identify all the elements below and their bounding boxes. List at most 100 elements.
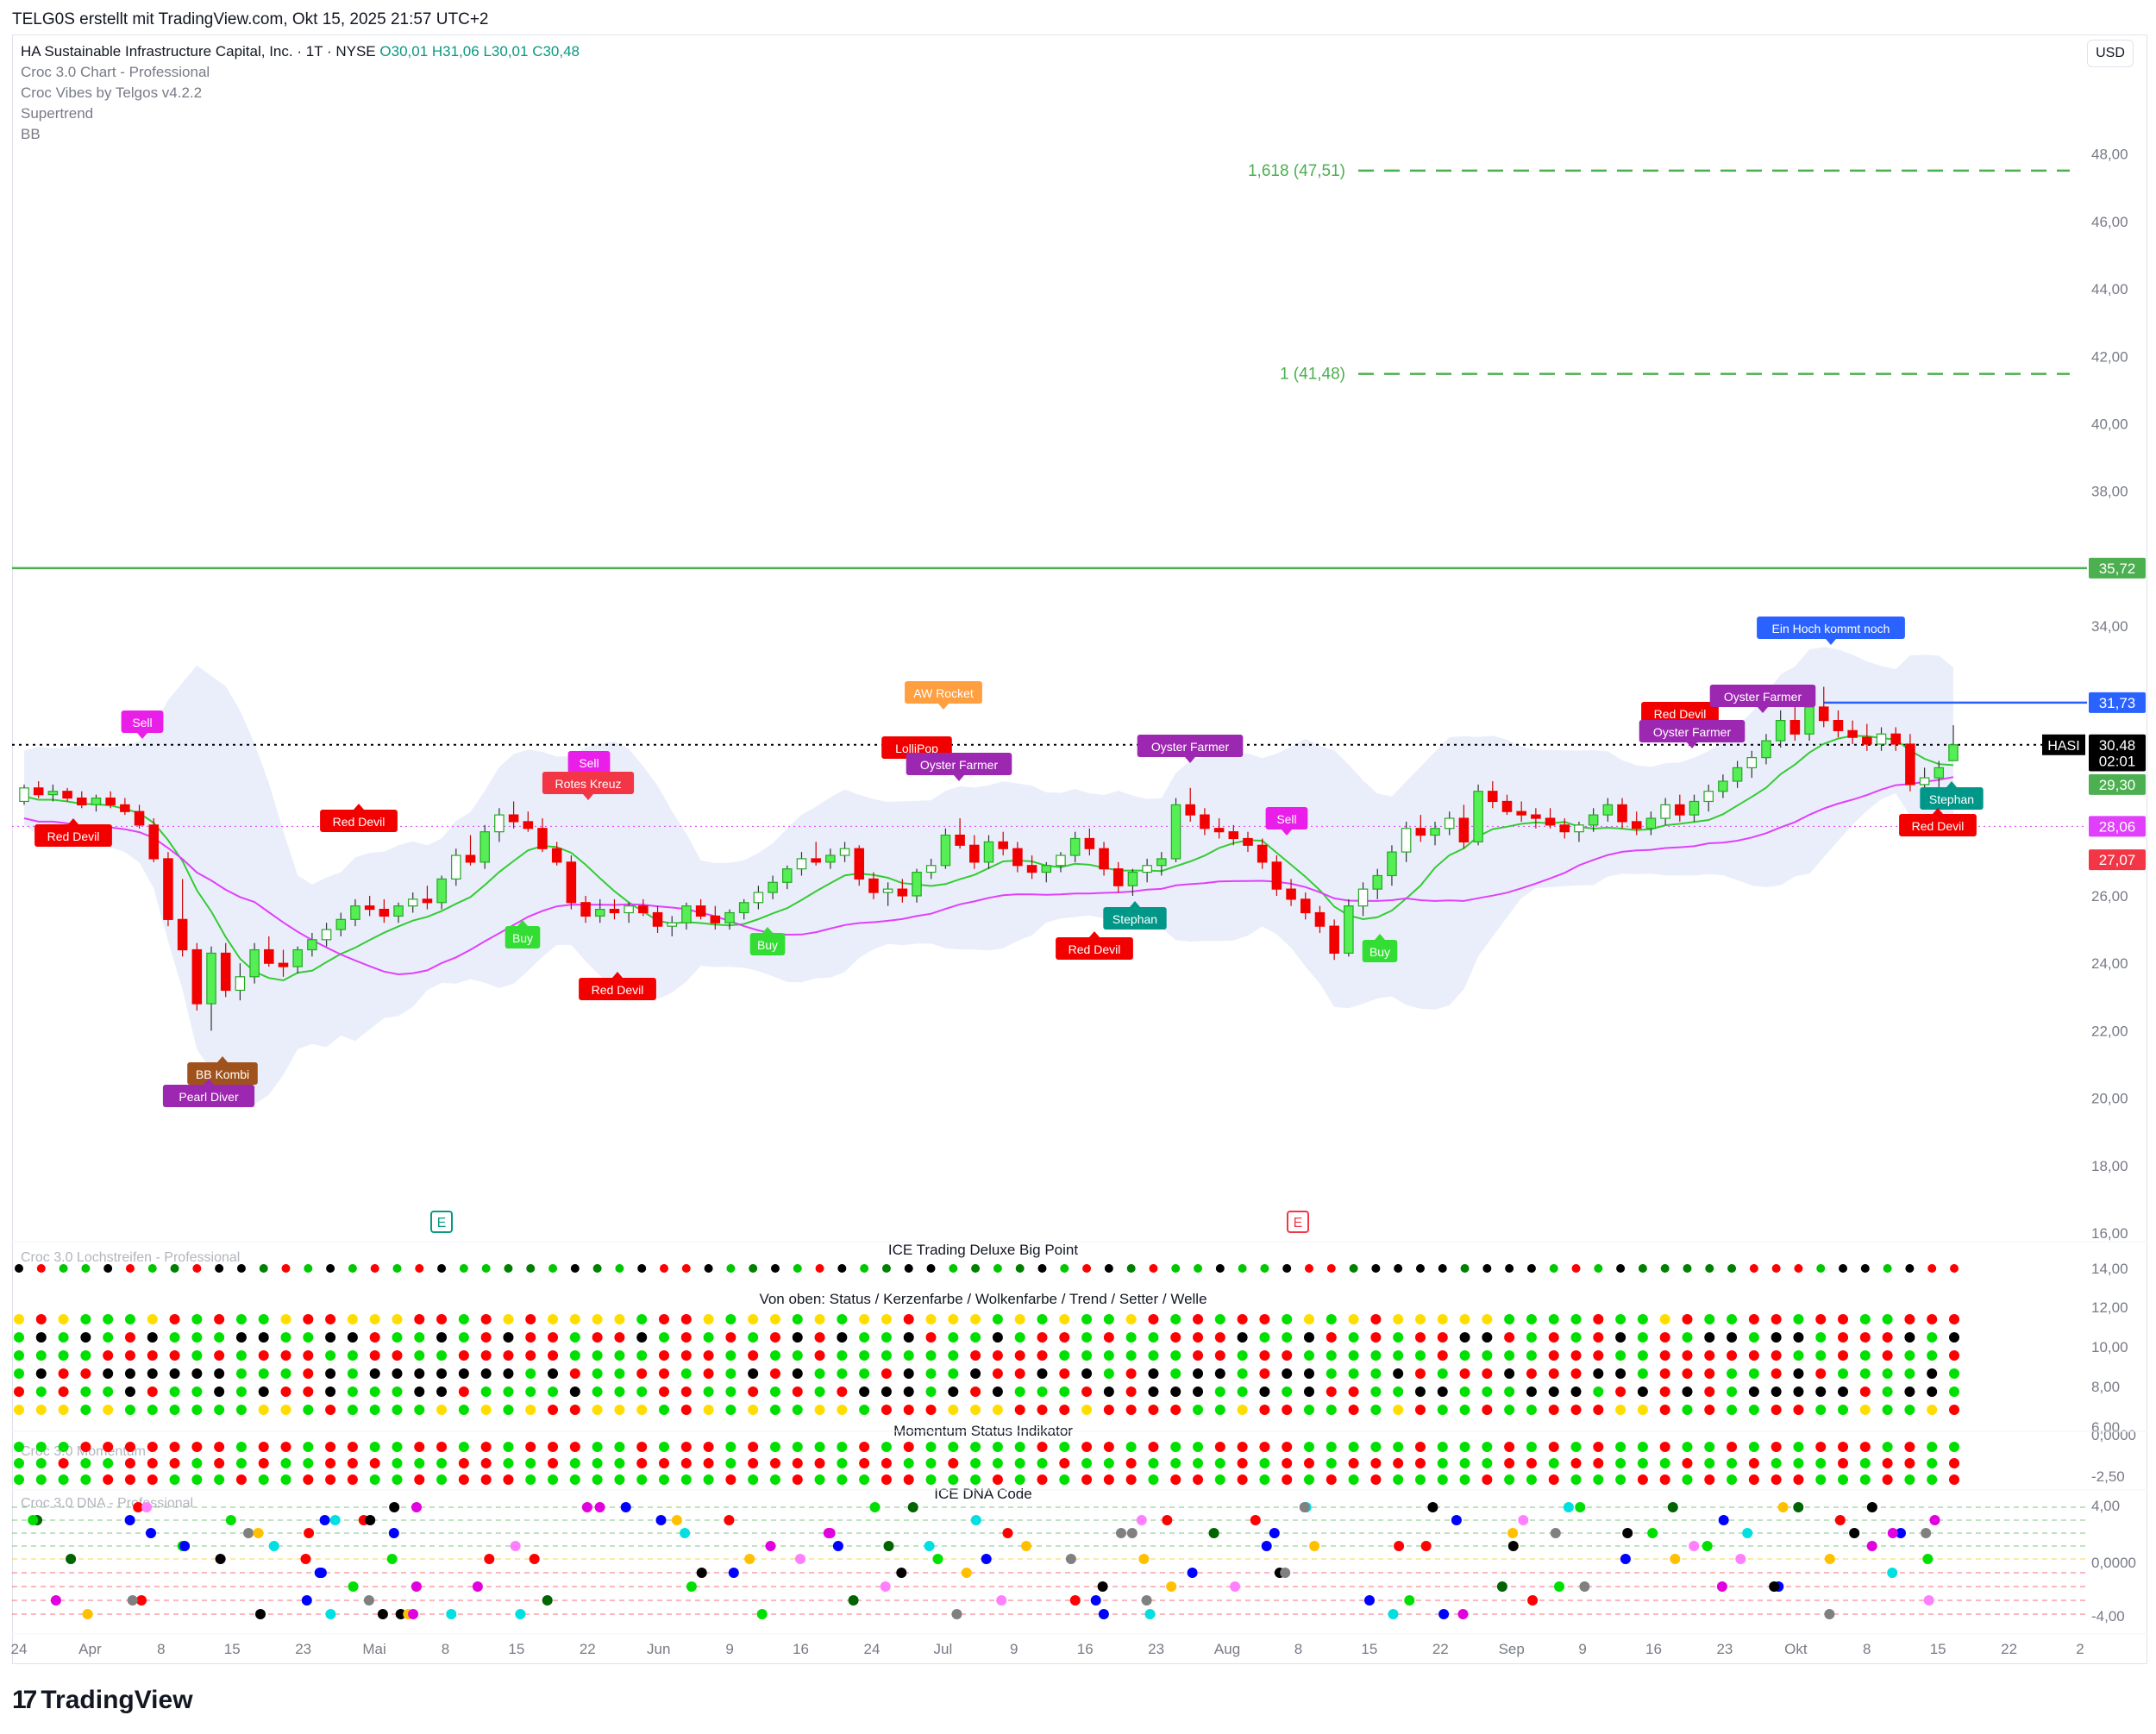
dna-dot [446, 1609, 457, 1619]
momentum-dot [1214, 1442, 1225, 1452]
fib-level-label: 1 (41,48) [1280, 366, 1345, 384]
dna-dot [1507, 1528, 1519, 1538]
status-dot [1548, 1332, 1559, 1343]
status-dot [1059, 1350, 1070, 1361]
status-dot [1014, 1332, 1025, 1343]
dna-dot [253, 1528, 264, 1538]
status-dot [725, 1314, 736, 1324]
dna-dot [304, 1528, 315, 1538]
candle [983, 841, 994, 863]
status-dot [1370, 1368, 1382, 1379]
momentum-dot [458, 1458, 469, 1468]
status-dot [592, 1314, 603, 1324]
dna-dot [924, 1541, 935, 1551]
candle [897, 888, 908, 897]
status-dot [592, 1332, 603, 1343]
status-dot [1437, 1405, 1448, 1415]
momentum-dot [1193, 1458, 1204, 1468]
status-dot [1037, 1405, 1048, 1415]
status-dot [1125, 1368, 1137, 1379]
status-dot [214, 1332, 225, 1343]
signal-label-pointer [1130, 901, 1140, 907]
dna-dot [1716, 1581, 1727, 1592]
symbol-description[interactable]: HA Sustainable Infrastructure Capital, I… [21, 43, 376, 59]
indicator-label[interactable]: Supertrend [21, 105, 94, 122]
candle [1286, 888, 1296, 900]
status-dot [1081, 1314, 1093, 1324]
status-dot [926, 1264, 936, 1273]
candle [1084, 837, 1095, 849]
signal-label-text: Red Devil [1069, 942, 1121, 956]
indicator-label[interactable]: Croc 3.0 Chart - Professional [21, 64, 210, 80]
dna-dot [1923, 1595, 1934, 1606]
momentum-dot [1348, 1442, 1359, 1452]
candle [1818, 706, 1829, 722]
candle [1041, 865, 1052, 873]
momentum-dot [1081, 1474, 1093, 1485]
signal-label: Red Devil [320, 804, 398, 832]
signal-label-text: Red Devil [47, 829, 100, 843]
momentum-dot [881, 1458, 892, 1468]
candle [1026, 865, 1037, 873]
status-dot [636, 1368, 648, 1379]
lochstreifen-row [14, 1387, 1959, 1397]
signal-label: Red Devil [579, 972, 656, 1000]
dna-dot [1550, 1528, 1561, 1538]
signal-label-text: Pearl Diver [179, 1090, 239, 1104]
status-dot [1571, 1264, 1581, 1273]
dna-dot [1388, 1609, 1399, 1619]
momentum-dot [1882, 1442, 1893, 1452]
dna-dot [1718, 1515, 1729, 1525]
status-dot [325, 1332, 336, 1343]
status-dot [191, 1350, 203, 1361]
status-dot [458, 1368, 469, 1379]
indicator-label[interactable]: Croc Vibes by Telgos v4.2.2 [21, 85, 203, 101]
status-dot [147, 1314, 158, 1324]
dna-dot [581, 1502, 592, 1512]
currency-button[interactable]: USD [2087, 40, 2134, 67]
momentum-dot [369, 1442, 380, 1452]
price-axis-label: 30,48 [2089, 734, 2146, 755]
status-dot [14, 1405, 24, 1415]
momentum-dot [58, 1442, 69, 1452]
momentum-dot [169, 1442, 180, 1452]
tradingview-logo[interactable]: 17 TradingView [12, 1686, 193, 1715]
status-dot [169, 1350, 180, 1361]
status-dot [214, 1350, 225, 1361]
indicator-label[interactable]: BB [21, 126, 41, 142]
status-dot [970, 1368, 981, 1379]
candle [1213, 828, 1225, 833]
status-dot [1081, 1332, 1093, 1343]
candle [1099, 848, 1109, 870]
momentum-dot [525, 1474, 536, 1485]
candle [1488, 791, 1498, 803]
status-dot [369, 1314, 380, 1324]
pane-title-faded: Croc 3.0 Momentum [21, 1444, 146, 1459]
status-dot [124, 1332, 135, 1343]
dna-dots [28, 1502, 1940, 1619]
candle [134, 811, 145, 826]
status-dot [1238, 1264, 1247, 1273]
status-dot [191, 1405, 203, 1415]
status-dot [1637, 1314, 1648, 1324]
momentum-dot [1570, 1442, 1582, 1452]
candle [1185, 804, 1195, 816]
momentum-dot [769, 1474, 780, 1485]
x-axis-tick: 22 [1432, 1641, 1449, 1657]
earnings-marker: E [1287, 1211, 1309, 1233]
status-dot [1059, 1405, 1070, 1415]
dna-dot [127, 1595, 138, 1606]
status-dot [1348, 1387, 1359, 1397]
status-dot [347, 1387, 358, 1397]
signal-label: Stephan [1103, 901, 1167, 930]
dna-dot [1834, 1515, 1846, 1525]
status-dot [659, 1332, 669, 1343]
status-dot [903, 1332, 914, 1343]
status-dot [1282, 1264, 1292, 1273]
status-dot [1727, 1314, 1738, 1324]
status-dot [970, 1405, 981, 1415]
status-dot [792, 1405, 803, 1415]
status-dot [949, 1264, 958, 1273]
momentum-dot [1526, 1474, 1537, 1485]
